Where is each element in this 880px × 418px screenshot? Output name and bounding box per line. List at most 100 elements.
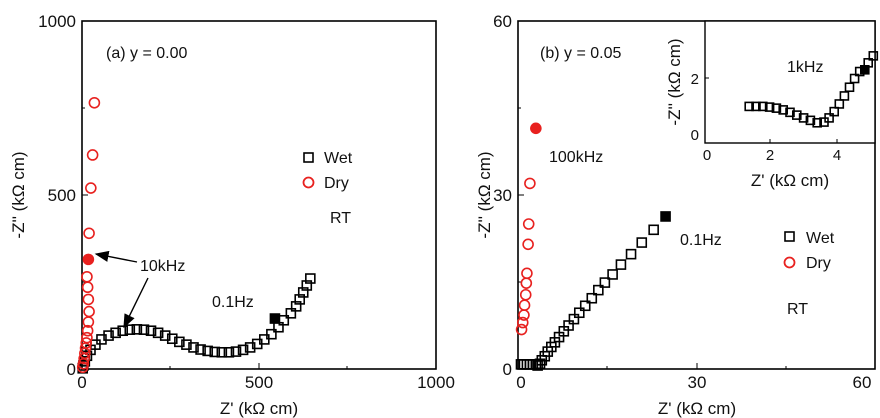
panel-a-wet-point-9 — [117, 325, 129, 337]
panel-a-dry-point-7 — [81, 324, 94, 337]
panel-a-wet-point-26 — [237, 344, 249, 356]
panel-a-dry-point-16 — [88, 96, 101, 109]
panel-a-wet-point-15 — [159, 330, 171, 341]
panel-b-legend-wet-label: Wet — [806, 230, 835, 247]
panel-b-freq-dry: 100kHz — [549, 149, 603, 166]
panel-b-dry-point-6 — [521, 267, 533, 280]
panel-a-wet-point-16 — [166, 333, 178, 345]
panel-a-ytick-2: 1000 — [38, 12, 76, 31]
panel-b-wet-point-2 — [521, 359, 533, 370]
inset-wet-point-9 — [805, 115, 816, 126]
panel-a-condition: RT — [330, 210, 351, 227]
panel-a-wet-point-14 — [152, 327, 164, 339]
inset-wet-filled-point — [859, 65, 870, 75]
inset-wet-point-15 — [839, 91, 850, 101]
inset-wet-point-6 — [785, 107, 795, 118]
inset-wet-point-17 — [849, 73, 860, 84]
panel-b-wet-point-25 — [636, 237, 648, 248]
panel-a-xtick-1: 500 — [245, 373, 273, 392]
inset-ytick-0: 0 — [691, 127, 699, 144]
panel-b-label: (b) y = 0.05 — [540, 45, 621, 62]
panel-a-dry-point-5 — [80, 337, 93, 349]
panel-a-wet-point-13 — [145, 325, 157, 337]
panel-a-wet-point-38 — [305, 273, 316, 284]
panel-b-dry-point-8 — [522, 218, 535, 230]
panel-a-dry-point-15 — [86, 149, 99, 161]
inset-wet-point-20 — [868, 51, 879, 61]
panel-b-dry-point-1 — [516, 316, 529, 329]
panel-a-xtick-2: 1000 — [417, 373, 455, 392]
panel-a-ytick-0: 0 — [67, 360, 76, 379]
panel-b-inset: 0 2 4 0 2 Z' (kΩ cm) -Z'' (kΩ cm) 1kHz — [665, 20, 879, 190]
panel-a-label: (a) y = 0.00 — [106, 45, 187, 62]
inset-annotation: 1kHz — [787, 59, 823, 76]
panel-a-wet-point-18 — [181, 339, 192, 350]
panel-b-legend-wet-marker — [784, 231, 795, 242]
panel-b-wet-filled-point — [660, 211, 671, 222]
panel-a-legend-dry-marker — [302, 176, 315, 189]
panel-b-dry-point-5 — [520, 277, 533, 289]
panel-a-legend-wet-marker — [303, 152, 314, 163]
panel-b-wet-point-21 — [599, 277, 611, 288]
panel-a-dry-point-10 — [82, 293, 95, 306]
panel-a-wet-point-12 — [138, 324, 150, 335]
panel-a-wet-point-7 — [103, 330, 114, 341]
panel-b-wet-point-16 — [568, 313, 580, 325]
inset-ytick-1: 2 — [691, 71, 699, 88]
panel-a: 0 500 1000 0 500 1000 Z' (kΩ cm) -Z'' (k… — [9, 12, 455, 418]
panel-b-dry-point-0 — [515, 323, 528, 336]
panel-b: 0 30 60 0 30 60 Z' (kΩ cm) -Z'' (kΩ cm) … — [475, 12, 879, 418]
inset-wet-point-13 — [829, 106, 840, 117]
panel-a-legend: Wet Dry — [302, 150, 353, 192]
panel-b-xtick-2: 60 — [853, 373, 872, 392]
panel-b-dry-filled-point — [530, 122, 542, 135]
panel-a-dry-point-9 — [83, 305, 95, 318]
panel-b-xtick-0: 0 — [516, 373, 525, 392]
panel-a-dry-point-11 — [81, 281, 94, 294]
panel-b-legend-dry-marker — [783, 256, 796, 269]
panel-b-freq-wet: 0.1Hz — [680, 232, 722, 249]
panel-a-wet-point-33 — [285, 308, 297, 319]
panel-b-wet-point-19 — [586, 292, 598, 304]
panel-b-wet-point-18 — [579, 300, 591, 312]
panel-b-condition: RT — [787, 301, 808, 318]
inset-xtick-1: 2 — [766, 147, 774, 164]
panel-a-dry-point-14 — [85, 182, 97, 194]
panel-a-wet-point-8 — [110, 327, 121, 339]
panel-b-dry-point-9 — [524, 177, 536, 190]
panel-b-legend-dry-label: Dry — [806, 255, 831, 272]
panel-a-ylabel: -Z'' (kΩ cm) — [9, 151, 28, 238]
panel-b-wet-point-1 — [518, 359, 530, 370]
panel-a-markers — [76, 96, 316, 374]
panel-a-wet-point-30 — [266, 328, 277, 340]
panel-b-ylabel: -Z'' (kΩ cm) — [475, 151, 494, 238]
inset-wet-point-7 — [791, 110, 802, 120]
inset-xtick-2: 4 — [833, 147, 841, 164]
inset-wet-point-3 — [764, 102, 775, 112]
panel-b-xlabel: Z' (kΩ cm) — [658, 399, 736, 418]
panel-b-xtick-1: 30 — [688, 373, 707, 392]
inset-wet-point-8 — [798, 113, 809, 123]
panel-a-wet-point-25 — [230, 346, 242, 357]
panel-a-wet-point-24 — [223, 346, 235, 358]
panel-b-wet-point-26 — [648, 224, 659, 236]
panel-b-wet-point-15 — [563, 320, 574, 331]
panel-a-wet-point-22 — [209, 346, 221, 358]
panel-a-wet-filled-point — [269, 313, 281, 324]
panel-b-wet-point-23 — [615, 259, 627, 270]
panel-a-dry-filled-point — [82, 253, 95, 266]
panel-a-wet-point-21 — [202, 345, 213, 357]
panel-a-wet-point-11 — [131, 324, 143, 335]
panel-a-freq-wet: 0.1Hz — [212, 294, 254, 311]
panel-a-wet-point-23 — [216, 346, 228, 358]
panel-a-xlabel: Z' (kΩ cm) — [220, 399, 298, 418]
inset-wet-point-1 — [751, 101, 761, 112]
panel-a-frame — [81, 20, 437, 370]
panel-a-wet-point-17 — [174, 336, 185, 348]
panel-a-wet-point-34 — [290, 301, 302, 312]
panel-a-arrow-wet — [123, 277, 149, 329]
inset-markers — [744, 51, 879, 128]
panel-a-legend-wet-label: Wet — [324, 150, 353, 167]
panel-a-dry-point-13 — [83, 227, 95, 240]
